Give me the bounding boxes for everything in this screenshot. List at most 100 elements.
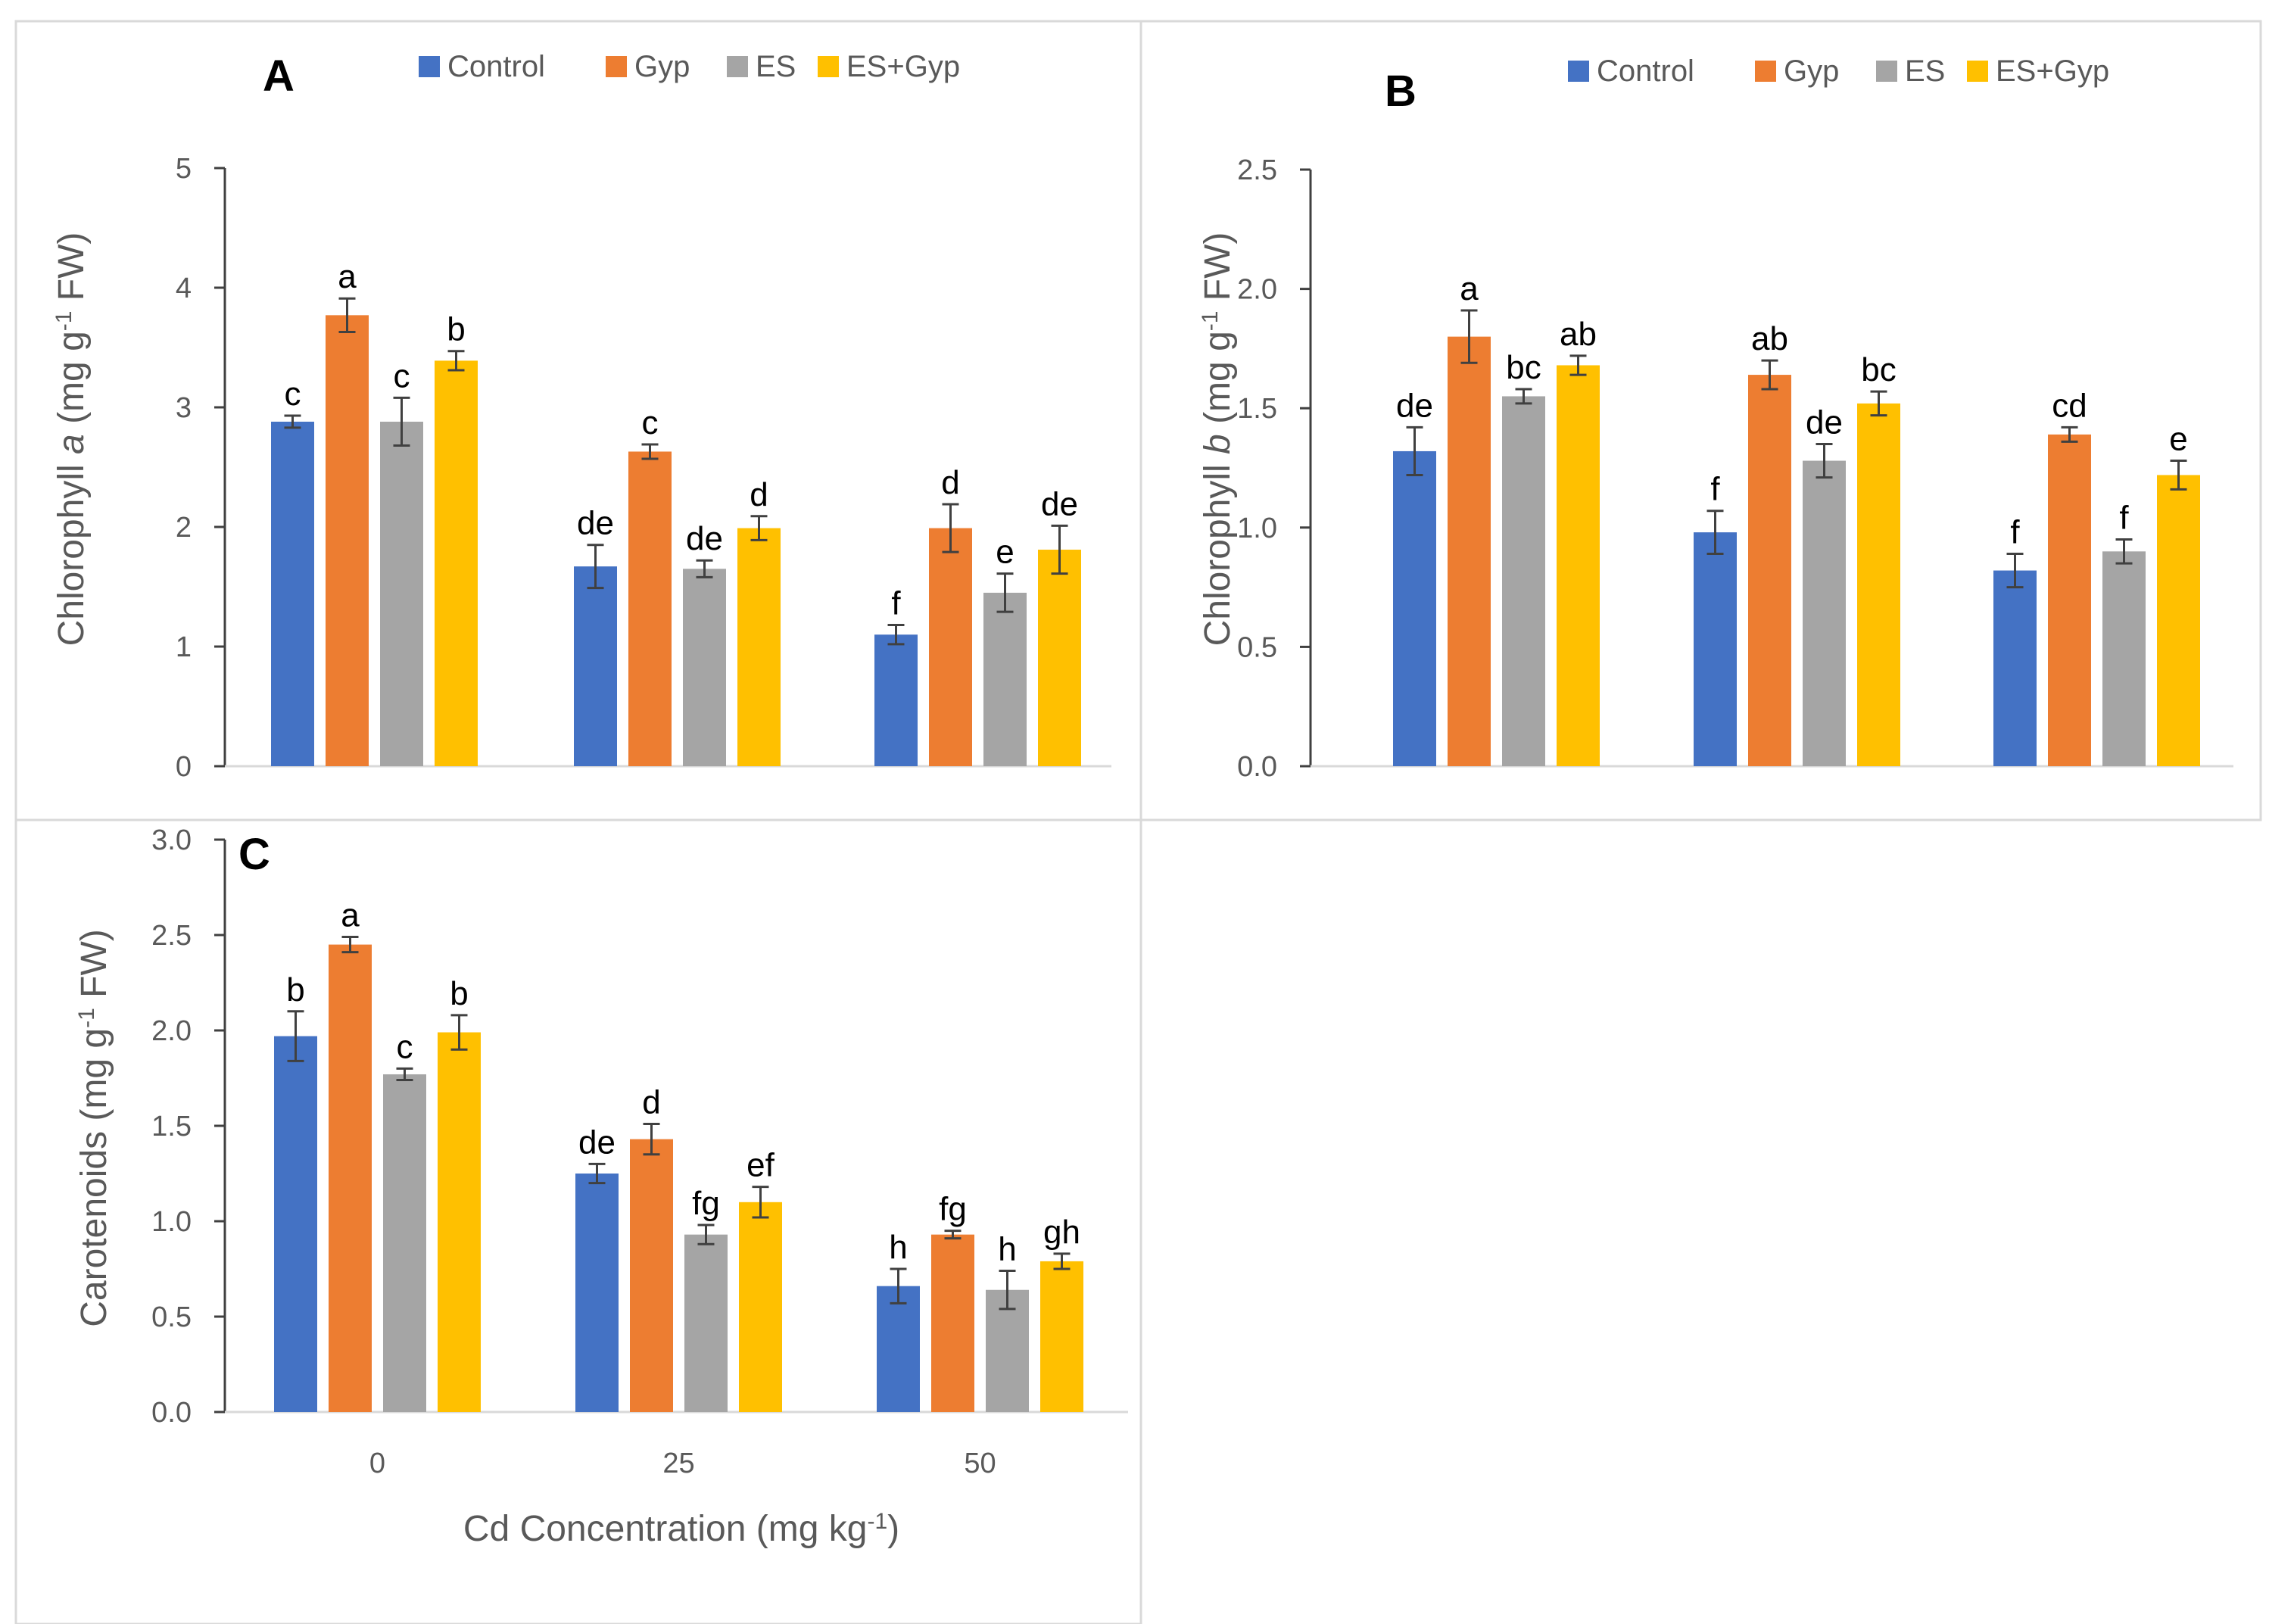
panel-b-significance-letter: ab: [1751, 320, 1788, 357]
panel-c-significance-letter: fg: [692, 1185, 720, 1222]
panel-c-significance-letter: gh: [1043, 1214, 1080, 1251]
panel-b-bar-gyp-0: [1448, 336, 1491, 766]
panel-c-y-tick-label: 0.0: [151, 1397, 192, 1429]
panel-a-bar-es-0: [380, 421, 423, 766]
panel-a-significance-letter: c: [285, 376, 301, 413]
panel-b-bar-es-plus-gyp-25: [1857, 403, 1900, 766]
panel-b-bar-es-plus-gyp-50: [2157, 475, 2200, 766]
panel-c-significance-letter: b: [450, 975, 468, 1012]
panel-c-x-tick-label: 0: [369, 1448, 385, 1479]
panel-b-y-axis-title: Chlorophyll b (mg g-1 FW): [1198, 232, 1239, 647]
panel-b-letter: B: [1385, 67, 1417, 116]
panel-c-bar-es-plus-gyp-50: [1040, 1261, 1083, 1412]
panel-a-y-tick-label: 3: [176, 392, 192, 424]
panel-b-significance-letter: cd: [2052, 387, 2087, 424]
panel-b-significance-letter: de: [1396, 387, 1433, 424]
panel-a-y-axis-title: Chlorophyll a (mg g-1 FW): [51, 232, 92, 647]
panel-a-bar-gyp-25: [628, 451, 672, 766]
panel-a-bar-es-plus-gyp-25: [737, 528, 781, 766]
panel-c-bar-es-50: [986, 1289, 1029, 1412]
panel-b-significance-letter: ab: [1560, 316, 1597, 353]
panel-a-y-tick-label: 5: [176, 153, 192, 185]
panel-a-significance-letter: d: [941, 464, 959, 501]
panel-b-bar-gyp-50: [2048, 434, 2091, 766]
panel-c-y-tick-label: 2.5: [151, 920, 192, 952]
panel-a-bar-gyp-50: [929, 528, 972, 766]
panel-a-legend-swatch-es: [727, 56, 748, 77]
panel-b-significance-letter: bc: [1861, 351, 1896, 388]
panel-b-legend-swatch-es: [1876, 61, 1897, 82]
panel-b-significance-letter: bc: [1506, 349, 1541, 386]
panel-a-significance-letter: b: [447, 311, 465, 348]
panel-c-bar-es-0: [383, 1074, 426, 1412]
panel-a-bar-es-50: [983, 592, 1027, 766]
panel-a-significance-letter: c: [642, 404, 659, 441]
panel-b-y-tick-label: 2.5: [1237, 154, 1277, 186]
panel-b-legend-swatch-control: [1568, 61, 1589, 82]
panel-b-significance-letter: de: [1806, 404, 1843, 441]
panel-b-legend-label-gyp: Gyp: [1784, 55, 1839, 88]
panel-c-significance-letter: a: [341, 897, 360, 934]
panel-a-y-tick-label: 2: [176, 512, 192, 544]
panel-b-legend-swatch-gyp: [1755, 61, 1776, 82]
panel-b-legend-label-es: ES: [1905, 55, 1945, 88]
panel-c-bar-gyp-50: [931, 1234, 974, 1412]
panel-a-significance-letter: e: [996, 534, 1014, 571]
panel-c-y-tick-label: 1.0: [151, 1206, 192, 1238]
panel-a-legend-label-control: Control: [447, 50, 545, 83]
panel-c-bar-gyp-0: [329, 944, 372, 1412]
panel-c-significance-letter: fg: [939, 1191, 967, 1228]
panel-c-bar-control-0: [274, 1036, 317, 1412]
panel-a-y-tick-label: 4: [176, 273, 192, 304]
panel-b-significance-letter: a: [1460, 270, 1479, 307]
panel-c-significance-letter: de: [578, 1124, 616, 1161]
panel-a-bar-control-50: [874, 634, 918, 766]
panel-b-bar-es-25: [1803, 460, 1846, 766]
panel-a-significance-letter: a: [338, 258, 357, 295]
panel-c-y-tick-label: 0.5: [151, 1301, 192, 1333]
panel-b-bar-gyp-25: [1748, 375, 1791, 766]
panel-c-letter: C: [238, 830, 270, 879]
panel-c-significance-letter: h: [889, 1229, 907, 1266]
panel-a-legend-swatch-control: [419, 56, 440, 77]
panel-b-significance-letter: e: [2169, 421, 2187, 458]
panel-a-y-tick-label: 1: [176, 631, 192, 663]
panel-b-bar-es-plus-gyp-0: [1557, 365, 1600, 766]
panel-c-bar-es-plus-gyp-25: [739, 1202, 782, 1412]
panel-c-y-axis-title: Carotenoids (mg g-1 FW): [74, 929, 115, 1327]
panel-a-significance-letter: de: [1041, 485, 1078, 522]
panel-b-y-tick-label: 1.0: [1237, 513, 1277, 544]
panel-a-legend-swatch-gyp: [606, 56, 627, 77]
panel-c-y-tick-label: 1.5: [151, 1111, 192, 1142]
panel-b-bar-control-50: [1993, 570, 2037, 766]
panel-a-bar-es-plus-gyp-50: [1038, 550, 1081, 766]
panel-b-bar-es-50: [2102, 551, 2146, 766]
panel-c-x-axis-title: Cd Concentration (mg kg-1): [463, 1509, 899, 1550]
panel-a-y-tick-label: 0: [176, 751, 192, 783]
panel-c-x-tick-label: 25: [662, 1448, 694, 1479]
panel-a-bar-control-25: [574, 566, 617, 766]
panel-c-frame: [14, 818, 1142, 1624]
panel-c-bar-control-25: [575, 1174, 619, 1412]
panel-b-frame: [1139, 20, 2262, 821]
panel-a-significance-letter: d: [750, 476, 768, 513]
panel-a-significance-letter: de: [577, 505, 614, 542]
panel-c-chart: 0.00.51.01.52.02.53.0bdehadfgcfghbefghCC…: [74, 824, 1128, 1550]
panel-c-significance-letter: ef: [746, 1147, 775, 1184]
panel-c-significance-letter: c: [397, 1028, 413, 1065]
panel-a-significance-letter: f: [891, 585, 901, 622]
panel-a-legend-swatch-es-plus-gyp: [818, 56, 839, 77]
panel-c-significance-letter: h: [998, 1231, 1016, 1268]
panel-b-bar-es-0: [1502, 396, 1545, 766]
panel-b-bar-control-25: [1694, 532, 1737, 766]
panel-b-bar-control-0: [1393, 450, 1436, 766]
panel-b-significance-letter: f: [1710, 471, 1720, 508]
panel-b-legend-swatch-es-plus-gyp: [1967, 61, 1988, 82]
panel-a-bar-control-0: [271, 421, 314, 766]
panel-b-significance-letter: f: [2119, 500, 2129, 537]
panel-c-x-tick-label: 50: [964, 1448, 996, 1479]
panel-c-y-tick-label: 3.0: [151, 824, 192, 856]
panel-b-significance-letter: f: [2010, 513, 2020, 550]
